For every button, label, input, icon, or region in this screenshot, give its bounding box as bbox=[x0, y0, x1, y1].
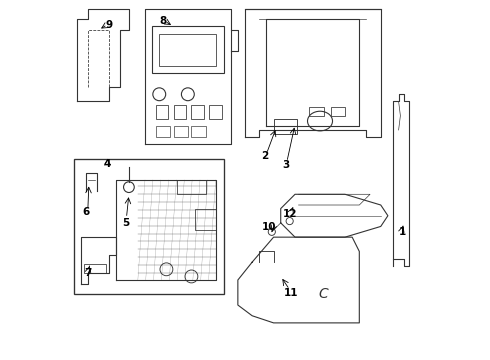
Text: 1: 1 bbox=[398, 227, 406, 237]
Text: 4: 4 bbox=[104, 159, 111, 169]
Text: 6: 6 bbox=[82, 207, 90, 217]
Text: 8: 8 bbox=[159, 16, 167, 26]
Bar bbox=[159, 33, 217, 66]
Text: 10: 10 bbox=[261, 222, 276, 232]
Text: 7: 7 bbox=[84, 268, 92, 278]
Bar bbox=[152, 26, 223, 73]
Bar bbox=[173, 105, 186, 119]
Bar bbox=[156, 126, 170, 137]
Bar bbox=[192, 105, 204, 119]
Text: 11: 11 bbox=[284, 288, 299, 297]
Bar bbox=[173, 126, 188, 137]
Bar bbox=[309, 107, 323, 116]
Text: 3: 3 bbox=[282, 159, 290, 170]
Bar bbox=[195, 208, 217, 230]
Bar bbox=[177, 180, 206, 194]
Text: 12: 12 bbox=[282, 209, 297, 219]
Bar bbox=[74, 158, 223, 294]
Bar bbox=[192, 126, 206, 137]
Text: 9: 9 bbox=[106, 19, 113, 30]
Bar bbox=[84, 264, 106, 273]
Text: 2: 2 bbox=[261, 151, 268, 161]
Bar bbox=[156, 105, 168, 119]
Bar bbox=[331, 107, 345, 116]
Bar bbox=[209, 105, 222, 119]
Text: 5: 5 bbox=[122, 218, 129, 228]
Text: C: C bbox=[318, 287, 328, 301]
Bar bbox=[273, 119, 297, 134]
